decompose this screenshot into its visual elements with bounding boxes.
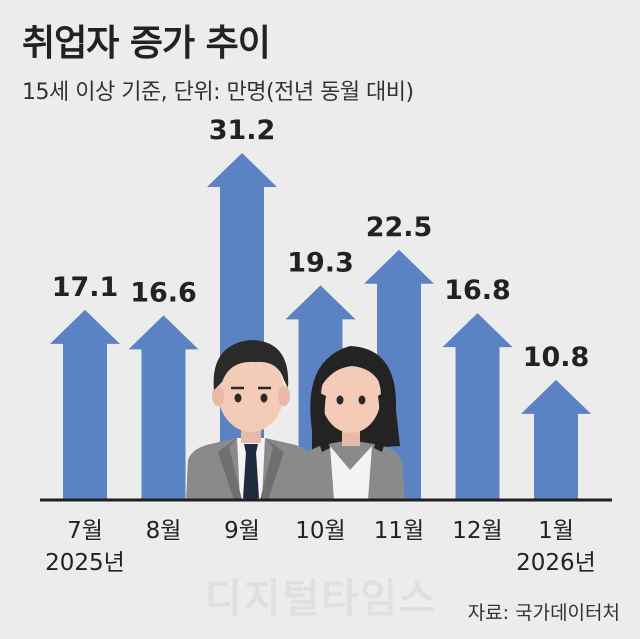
chart-subtitle: 15세 이상 기준, 단위: 만명(전년 동월 대비) <box>22 80 414 105</box>
arrow-bar-1월 <box>521 379 591 500</box>
man-figure <box>186 340 316 500</box>
category-label: 1월 <box>538 518 574 544</box>
category-label: 10월 <box>295 518 345 544</box>
people-illustration <box>186 340 405 500</box>
value-label: 16.8 <box>444 275 511 306</box>
category-sublabel: 2025년 <box>45 550 125 576</box>
category-label: 9월 <box>224 518 260 544</box>
source-note: 자료: 국가데이터처 <box>467 602 620 624</box>
category-label: 7월 <box>67 518 103 544</box>
arrow-bar-7월 <box>50 309 120 500</box>
value-label: 17.1 <box>52 272 119 303</box>
category-label: 11월 <box>374 518 424 544</box>
category-labels: 7월 2025년 8월 9월 10월 11월 12월 1월 2026년 <box>45 518 596 576</box>
woman-figure <box>300 346 405 500</box>
value-label: 31.2 <box>209 115 276 146</box>
value-labels: 17.1 16.6 31.2 19.3 22.5 16.8 10.8 <box>52 115 590 373</box>
category-sublabel: 2026년 <box>516 550 596 576</box>
category-label: 12월 <box>452 518 502 544</box>
value-label: 10.8 <box>523 342 590 373</box>
value-label: 16.6 <box>130 277 197 308</box>
arrow-bar-8월 <box>128 315 199 500</box>
watermark-logo: 디지털타임스 <box>205 576 438 622</box>
chart-title: 취업자 증가 추이 <box>22 23 271 64</box>
arrow-bar-12월 <box>442 313 513 500</box>
value-label: 19.3 <box>287 247 354 278</box>
category-label: 8월 <box>146 518 182 544</box>
value-label: 22.5 <box>366 212 433 243</box>
